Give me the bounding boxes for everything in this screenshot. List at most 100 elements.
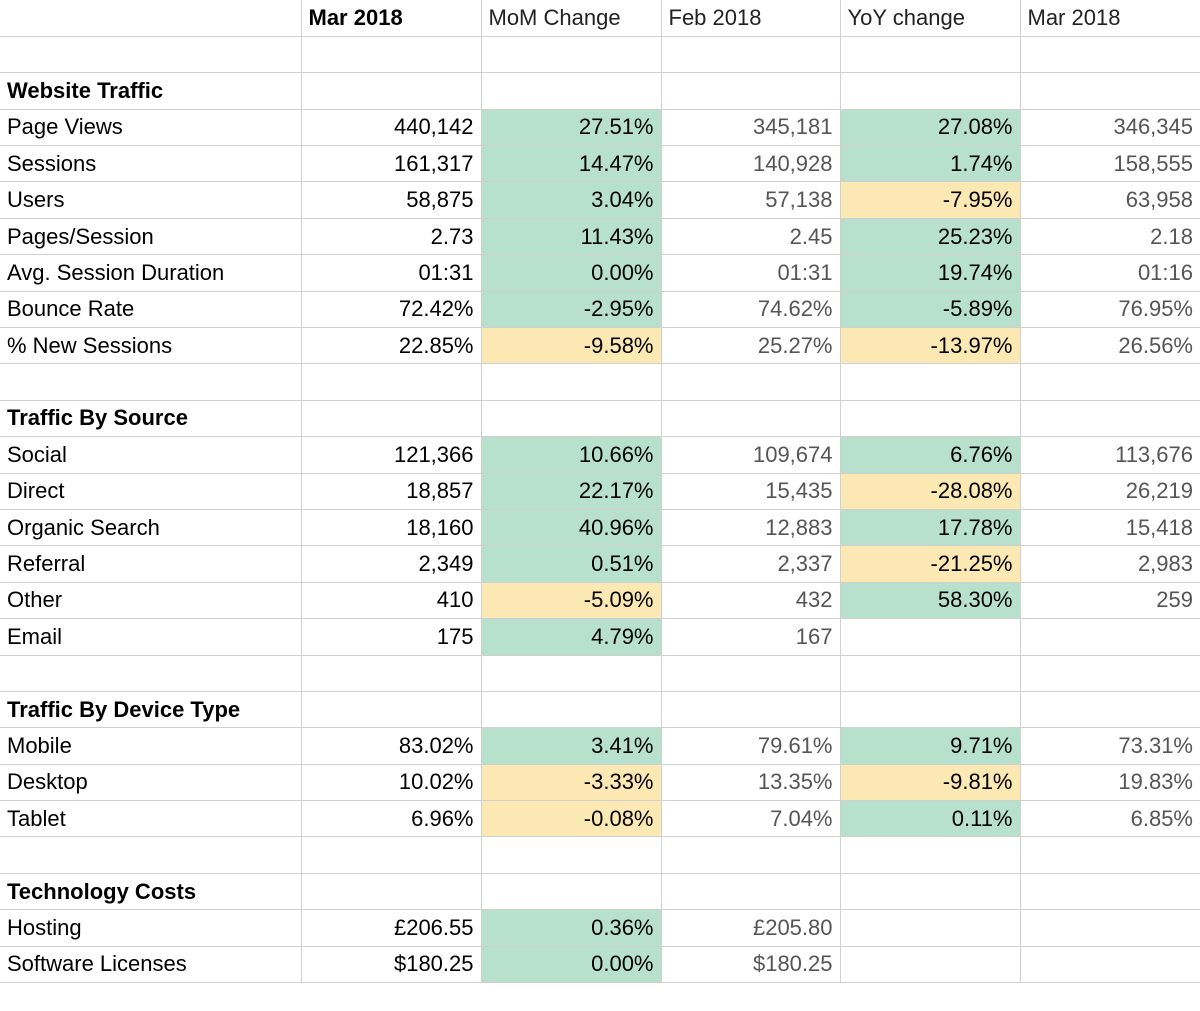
empty-cell[interactable] (480, 35, 662, 74)
cell-mom-change[interactable]: 0.00% (480, 254, 662, 292)
row-label[interactable]: Direct (0, 472, 302, 510)
cell-mar-2017[interactable]: 26,219 (1019, 472, 1200, 510)
cell-mom-change[interactable]: -0.08% (480, 800, 662, 838)
cell-yoy-change[interactable]: -28.08% (839, 472, 1021, 510)
cell-mar-2018[interactable]: 83.02% (300, 727, 482, 765)
cell-mom-change[interactable]: -2.95% (480, 290, 662, 329)
empty-cell[interactable] (839, 399, 1021, 438)
empty-cell[interactable] (480, 654, 662, 692)
header-cell-mar-2018[interactable]: Mar 2018 (300, 0, 482, 37)
cell-feb-2018[interactable]: 15,435 (660, 472, 841, 510)
cell-mar-2017[interactable]: 346,345 (1019, 108, 1200, 147)
cell-yoy-change[interactable]: 9.71% (839, 727, 1021, 765)
cell-yoy-change[interactable]: 19.74% (839, 254, 1021, 292)
empty-cell[interactable] (480, 399, 662, 438)
empty-cell[interactable] (660, 872, 841, 911)
empty-cell[interactable] (839, 872, 1021, 911)
cell-mom-change[interactable]: 0.51% (480, 545, 662, 583)
empty-cell[interactable] (839, 35, 1021, 74)
cell-mar-2018[interactable]: 01:31 (300, 254, 482, 292)
cell-feb-2018[interactable]: 7.04% (660, 800, 841, 838)
cell-feb-2018[interactable]: £205.80 (660, 909, 841, 947)
row-label[interactable]: % New Sessions (0, 327, 302, 365)
empty-cell[interactable] (660, 363, 841, 401)
cell-yoy-change[interactable]: -7.95% (839, 181, 1021, 219)
row-label[interactable]: Pages/Session (0, 217, 302, 256)
cell-mom-change[interactable]: -9.58% (480, 327, 662, 365)
cell-mar-2018[interactable]: 18,160 (300, 508, 482, 547)
cell-feb-2018[interactable]: 345,181 (660, 108, 841, 147)
empty-cell[interactable] (839, 72, 1021, 110)
cell-yoy-change[interactable]: 25.23% (839, 217, 1021, 256)
cell-mar-2017[interactable]: 6.85% (1019, 800, 1200, 838)
cell-mar-2017[interactable]: 01:16 (1019, 254, 1200, 292)
row-label[interactable]: Referral (0, 545, 302, 583)
cell-yoy-change[interactable]: -5.89% (839, 290, 1021, 329)
cell-feb-2018[interactable]: 12,883 (660, 508, 841, 547)
cell-mar-2018[interactable]: 2,349 (300, 545, 482, 583)
cell-mar-2017[interactable]: 76.95% (1019, 290, 1200, 329)
cell-yoy-change[interactable]: 1.74% (839, 145, 1021, 183)
cell-feb-2018[interactable]: 25.27% (660, 327, 841, 365)
cell-feb-2018[interactable]: 432 (660, 581, 841, 620)
section-title[interactable]: Technology Costs (0, 872, 302, 911)
cell-mar-2017[interactable]: 26.56% (1019, 327, 1200, 365)
empty-cell[interactable] (0, 654, 302, 692)
empty-cell[interactable] (0, 35, 302, 74)
cell-mom-change[interactable]: 0.00% (480, 945, 662, 984)
empty-cell[interactable] (1019, 654, 1200, 692)
cell-feb-2018[interactable]: 2,337 (660, 545, 841, 583)
cell-feb-2018[interactable]: 167 (660, 618, 841, 656)
empty-cell[interactable] (1019, 363, 1200, 401)
cell-mar-2017[interactable] (1019, 909, 1200, 947)
empty-cell[interactable] (300, 872, 482, 911)
cell-mar-2018[interactable]: 18,857 (300, 472, 482, 510)
empty-cell[interactable] (660, 399, 841, 438)
cell-mar-2017[interactable]: 15,418 (1019, 508, 1200, 547)
cell-mar-2018[interactable]: 10.02% (300, 763, 482, 802)
cell-mar-2018[interactable]: 121,366 (300, 436, 482, 474)
cell-yoy-change[interactable]: -21.25% (839, 545, 1021, 583)
empty-cell[interactable] (660, 836, 841, 874)
cell-feb-2018[interactable]: 79.61% (660, 727, 841, 765)
cell-mom-change[interactable]: 22.17% (480, 472, 662, 510)
cell-mom-change[interactable]: 3.04% (480, 181, 662, 219)
cell-feb-2018[interactable]: 74.62% (660, 290, 841, 329)
cell-mar-2018[interactable]: 2.73 (300, 217, 482, 256)
empty-cell[interactable] (300, 35, 482, 74)
empty-cell[interactable] (660, 654, 841, 692)
cell-feb-2018[interactable]: 13.35% (660, 763, 841, 802)
row-label[interactable]: Page Views (0, 108, 302, 147)
empty-cell[interactable] (1019, 35, 1200, 74)
empty-cell[interactable] (300, 690, 482, 729)
cell-mar-2017[interactable]: 2.18 (1019, 217, 1200, 256)
cell-mom-change[interactable]: 27.51% (480, 108, 662, 147)
empty-cell[interactable] (300, 72, 482, 110)
cell-mar-2018[interactable]: 22.85% (300, 327, 482, 365)
empty-cell[interactable] (0, 836, 302, 874)
row-label[interactable]: Tablet (0, 800, 302, 838)
cell-mar-2018[interactable]: 410 (300, 581, 482, 620)
cell-yoy-change[interactable]: -9.81% (839, 763, 1021, 802)
empty-cell[interactable] (839, 690, 1021, 729)
header-cell-mar-2017[interactable]: Mar 2018 (1019, 0, 1200, 37)
empty-cell[interactable] (839, 836, 1021, 874)
row-label[interactable]: Avg. Session Duration (0, 254, 302, 292)
empty-cell[interactable] (660, 72, 841, 110)
cell-mar-2017[interactable] (1019, 945, 1200, 984)
empty-cell[interactable] (300, 399, 482, 438)
cell-mom-change[interactable]: 14.47% (480, 145, 662, 183)
cell-mar-2018[interactable]: 440,142 (300, 108, 482, 147)
cell-mar-2018[interactable]: £206.55 (300, 909, 482, 947)
cell-feb-2018[interactable]: $180.25 (660, 945, 841, 984)
empty-cell[interactable] (839, 654, 1021, 692)
empty-cell[interactable] (1019, 872, 1200, 911)
cell-mom-change[interactable]: 10.66% (480, 436, 662, 474)
empty-cell[interactable] (480, 363, 662, 401)
header-cell-mom-change[interactable]: MoM Change (480, 0, 662, 37)
row-label[interactable]: Users (0, 181, 302, 219)
cell-mar-2018[interactable]: 6.96% (300, 800, 482, 838)
cell-mar-2017[interactable]: 158,555 (1019, 145, 1200, 183)
cell-mar-2018[interactable]: 72.42% (300, 290, 482, 329)
empty-cell[interactable] (480, 836, 662, 874)
